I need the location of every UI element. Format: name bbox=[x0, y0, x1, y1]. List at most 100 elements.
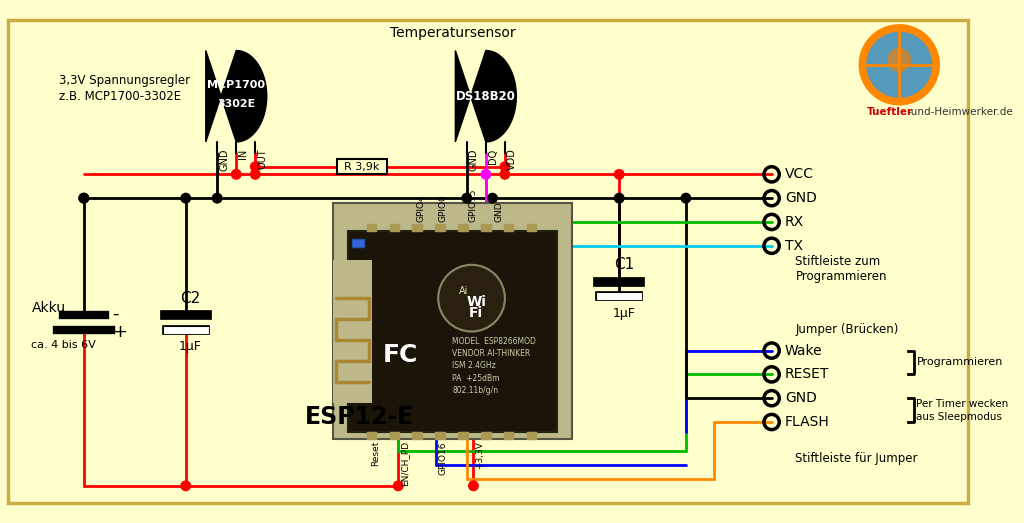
Text: Stiftleiste für Jumper: Stiftleiste für Jumper bbox=[796, 452, 918, 465]
Text: VCC: VCC bbox=[785, 167, 814, 181]
Text: TX: TX bbox=[785, 239, 803, 253]
Text: 1µF: 1µF bbox=[179, 340, 202, 353]
Text: -und-Heimwerker.de: -und-Heimwerker.de bbox=[908, 107, 1014, 118]
Text: 3,3V Spannungsregler: 3,3V Spannungsregler bbox=[59, 74, 190, 87]
Text: C2: C2 bbox=[180, 291, 201, 305]
Text: GND: GND bbox=[495, 201, 504, 222]
Text: DQ: DQ bbox=[487, 149, 498, 164]
Text: Reset: Reset bbox=[372, 441, 381, 467]
Text: Per Timer wecken: Per Timer wecken bbox=[916, 399, 1009, 409]
Text: Ai: Ai bbox=[459, 286, 469, 295]
Text: GND: GND bbox=[785, 391, 817, 405]
Bar bbox=[389, 431, 399, 439]
Circle shape bbox=[462, 194, 471, 203]
Circle shape bbox=[614, 169, 624, 179]
Text: Stiftleiste zum: Stiftleiste zum bbox=[796, 255, 881, 268]
Text: 802.11b/g/n: 802.11b/g/n bbox=[453, 386, 499, 395]
Text: Jumper (Brücken): Jumper (Brücken) bbox=[796, 323, 899, 336]
Circle shape bbox=[231, 169, 241, 179]
Text: GND: GND bbox=[219, 149, 229, 171]
Circle shape bbox=[867, 32, 932, 97]
Circle shape bbox=[614, 194, 624, 203]
Circle shape bbox=[251, 169, 260, 179]
Text: OUT: OUT bbox=[257, 149, 267, 169]
Circle shape bbox=[79, 194, 89, 203]
Circle shape bbox=[438, 265, 505, 332]
Circle shape bbox=[181, 481, 190, 491]
Bar bbox=[435, 431, 444, 439]
Bar bbox=[389, 224, 399, 232]
Text: Temperatursensor: Temperatursensor bbox=[390, 26, 515, 40]
Text: RX: RX bbox=[785, 215, 804, 229]
Text: -: - bbox=[113, 304, 119, 322]
Text: MODEL  ESP8266MOD: MODEL ESP8266MOD bbox=[453, 336, 537, 346]
Bar bbox=[367, 431, 376, 439]
Circle shape bbox=[487, 194, 498, 203]
Bar bbox=[458, 224, 468, 232]
Bar bbox=[334, 203, 571, 439]
Text: C1: C1 bbox=[613, 257, 634, 272]
Bar bbox=[526, 224, 537, 232]
Text: GPIO16: GPIO16 bbox=[438, 441, 447, 474]
Text: GND: GND bbox=[469, 149, 478, 171]
Bar bbox=[504, 224, 513, 232]
Text: ca. 4 bis 6V: ca. 4 bis 6V bbox=[32, 340, 96, 350]
Text: z.B. MCP1700-3302E: z.B. MCP1700-3302E bbox=[59, 90, 181, 103]
Text: 3302E: 3302E bbox=[217, 99, 255, 109]
Bar bbox=[352, 239, 364, 247]
Text: Wi: Wi bbox=[466, 295, 486, 309]
Text: Wake: Wake bbox=[785, 344, 822, 358]
Polygon shape bbox=[456, 51, 516, 142]
Text: RESET: RESET bbox=[785, 367, 829, 381]
Text: 1µF: 1µF bbox=[612, 307, 636, 320]
Bar bbox=[504, 431, 513, 439]
Circle shape bbox=[212, 194, 222, 203]
Text: Fi: Fi bbox=[469, 306, 483, 321]
Text: +3,3V: +3,3V bbox=[475, 441, 484, 469]
Circle shape bbox=[500, 169, 510, 179]
Text: GPIO4: GPIO4 bbox=[417, 195, 425, 222]
Bar bbox=[481, 431, 490, 439]
Text: MCP1700: MCP1700 bbox=[207, 80, 265, 90]
Text: GPIO15: GPIO15 bbox=[469, 188, 477, 222]
Text: Akku: Akku bbox=[32, 301, 66, 315]
Circle shape bbox=[79, 194, 89, 203]
Circle shape bbox=[481, 169, 490, 179]
Text: R 3,9k: R 3,9k bbox=[344, 162, 380, 172]
Bar bbox=[526, 431, 537, 439]
Text: EN/CH_PD: EN/CH_PD bbox=[400, 441, 410, 486]
Bar bbox=[458, 431, 468, 439]
Circle shape bbox=[393, 481, 403, 491]
Text: VDD: VDD bbox=[507, 149, 517, 170]
Bar bbox=[413, 224, 422, 232]
Polygon shape bbox=[206, 51, 266, 142]
Text: aus Sleepmodus: aus Sleepmodus bbox=[916, 412, 1002, 422]
Bar bbox=[413, 431, 422, 439]
Text: ESP12-E: ESP12-E bbox=[305, 405, 414, 429]
Text: FLASH: FLASH bbox=[785, 415, 829, 429]
Circle shape bbox=[251, 162, 260, 172]
Text: IN: IN bbox=[239, 149, 248, 159]
Text: ISM 2.4GHz: ISM 2.4GHz bbox=[453, 361, 497, 370]
Text: FC: FC bbox=[382, 343, 418, 367]
Text: Tueftler: Tueftler bbox=[867, 107, 913, 118]
Text: Programmieren: Programmieren bbox=[796, 270, 887, 283]
Text: DS18B20: DS18B20 bbox=[456, 90, 516, 103]
Bar bbox=[348, 232, 557, 431]
Text: PA  +25dBm: PA +25dBm bbox=[453, 374, 500, 383]
Bar bbox=[481, 224, 490, 232]
Circle shape bbox=[859, 25, 939, 105]
Bar bbox=[334, 260, 372, 403]
Text: VENDOR AI-THINKER: VENDOR AI-THINKER bbox=[453, 349, 530, 358]
Text: Programmieren: Programmieren bbox=[916, 357, 1002, 367]
Bar bbox=[435, 224, 444, 232]
Bar bbox=[337, 159, 387, 174]
Circle shape bbox=[181, 194, 190, 203]
Text: +: + bbox=[113, 323, 127, 340]
Text: GND: GND bbox=[785, 191, 817, 205]
Circle shape bbox=[500, 162, 510, 172]
Bar bbox=[367, 224, 376, 232]
Circle shape bbox=[469, 481, 478, 491]
Text: GPIO0: GPIO0 bbox=[438, 194, 447, 222]
Circle shape bbox=[681, 194, 690, 203]
